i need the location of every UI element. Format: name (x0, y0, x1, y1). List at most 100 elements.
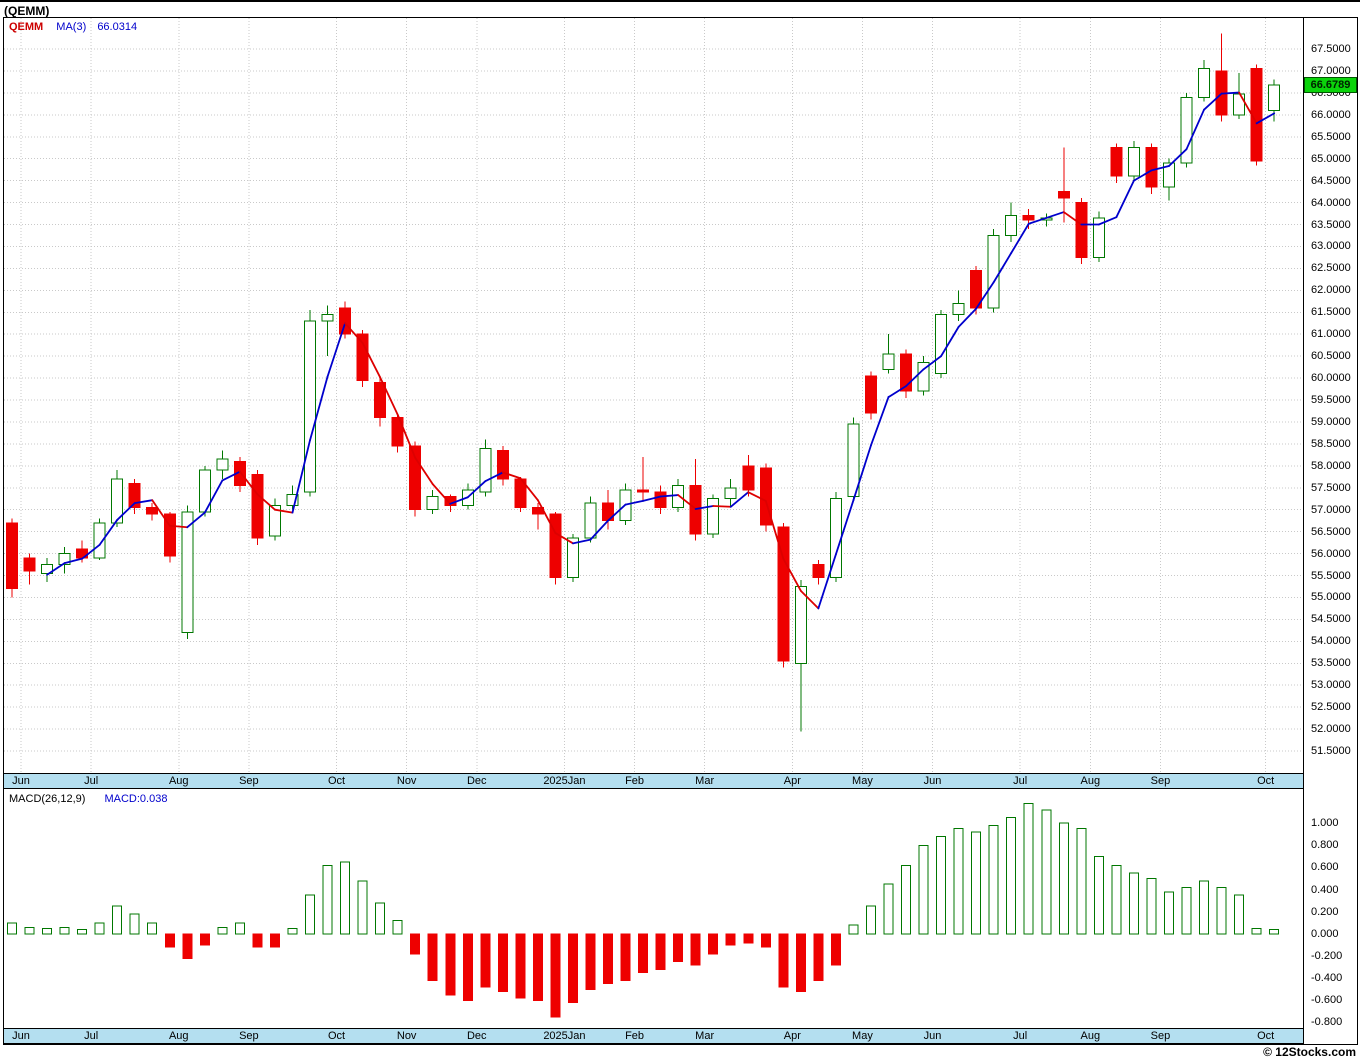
candle-down (6, 522, 18, 590)
price-tick-label: 58.5000 (1311, 437, 1351, 450)
macd-bar-negative (567, 933, 578, 1004)
macd-bar-negative (620, 933, 631, 981)
candle-down (374, 381, 387, 419)
candle-down (1057, 191, 1070, 199)
macd-bar-positive (59, 926, 70, 935)
macd-bar-positive (1216, 886, 1227, 935)
macd-bar-negative (690, 933, 701, 966)
candle-up (1092, 217, 1105, 258)
macd-bar-negative (182, 933, 193, 959)
price-tick-label: 67.5000 (1311, 43, 1351, 55)
macd-tick-label: 0.600 (1311, 861, 1339, 874)
candle-down (409, 445, 422, 511)
candle-down (1145, 147, 1158, 188)
chart-frame: QEMM MA(3) 66.0314 67.500067.000066.5000… (3, 17, 1358, 1045)
price-tick-label: 61.5000 (1311, 306, 1351, 319)
macd-bar-negative (743, 933, 754, 944)
price-tick-label: 52.5000 (1311, 701, 1351, 714)
ma-label: MA(3) (56, 21, 87, 33)
candle-up (882, 353, 895, 370)
macd-bar-positive (1076, 828, 1087, 935)
macd-tick-label: -0.800 (1311, 1016, 1343, 1029)
macd-indicator-name: MACD(26,12,9) (9, 793, 86, 805)
macd-bar-positive (94, 922, 105, 935)
macd-bar-negative (725, 933, 736, 946)
price-tick-label: 53.0000 (1311, 679, 1351, 692)
candle-down (812, 564, 825, 579)
candle-down (23, 557, 36, 572)
macd-bar-positive (918, 844, 929, 935)
month-label: Jul (1013, 1030, 1028, 1042)
candle-down (128, 482, 141, 508)
month-label: Jun (12, 1030, 30, 1042)
macd-bar-positive (357, 880, 368, 935)
candle-down (759, 467, 772, 526)
month-label: Oct (327, 1030, 346, 1042)
candle-down (549, 513, 562, 579)
macd-bar-negative (813, 933, 824, 981)
month-label: Jun (923, 775, 942, 787)
copyright: © 12Stocks.com (1263, 1045, 1356, 1058)
month-label: Aug (1080, 775, 1101, 787)
price-tick-label: 57.0000 (1311, 503, 1351, 516)
ticker-symbol: QEMM (9, 21, 44, 33)
month-label: Apr (783, 775, 801, 787)
month-label: Aug (168, 1030, 189, 1042)
price-axis: 67.500067.000066.500066.000065.500065.00… (1304, 18, 1357, 773)
price-tick-label: 54.0000 (1311, 635, 1351, 648)
month-label: Jun (923, 1030, 942, 1042)
candle-up (1233, 93, 1246, 116)
month-label: Dec (466, 1030, 487, 1042)
macd-bar-positive (322, 864, 333, 935)
month-label: Sep (1150, 1030, 1171, 1042)
macd-bar-negative (550, 933, 561, 1018)
macd-indicator-value: MACD:0.038 (104, 793, 168, 805)
candle-up (987, 234, 1000, 309)
macd-legend: MACD(26,12,9) MACD:0.038 (9, 793, 167, 805)
price-tick-label: 62.0000 (1311, 284, 1351, 297)
candle-down (637, 489, 650, 493)
price-chart (4, 18, 1303, 773)
macd-bar-positive (1163, 891, 1174, 935)
macd-bars (7, 802, 1280, 1018)
candle-up (1162, 162, 1175, 188)
macd-bar-negative (410, 933, 421, 955)
candle-up (724, 487, 737, 500)
month-label: Oct (1257, 1030, 1275, 1042)
month-axis-bottom: Jun Jul Aug Sep Oct Nov Dec 2025Jan Feb Mar Apr May… (4, 1028, 1304, 1044)
macd-bar-positive (1058, 822, 1069, 935)
month-label: Oct (1257, 775, 1275, 787)
candle-down (900, 353, 913, 392)
price-tick-label: 55.5000 (1311, 569, 1351, 582)
macd-tick-label: 0.800 (1311, 839, 1339, 852)
macd-bar-positive (1093, 855, 1104, 935)
macd-bar-positive (340, 861, 351, 935)
month-label: Sep (1150, 775, 1171, 787)
price-tick-label: 57.5000 (1311, 481, 1351, 494)
price-tick-label: 59.0000 (1311, 415, 1351, 428)
last-price-badge: 66.6789 (1304, 77, 1357, 94)
candle-up (58, 553, 71, 566)
price-tick-label: 61.0000 (1311, 328, 1351, 341)
candle-up (566, 537, 579, 579)
macd-bar-negative (655, 933, 666, 970)
month-label: Sep (239, 1030, 259, 1042)
macd-bar-negative (778, 933, 789, 988)
price-tick-label: 60.0000 (1311, 372, 1351, 385)
candle-down (1022, 215, 1035, 221)
month-label: 2025Jan (543, 775, 586, 787)
macd-tick-label: 0.200 (1311, 905, 1339, 918)
candle-down (777, 526, 790, 662)
macd-bar-negative (708, 933, 719, 955)
candle-up (1180, 96, 1193, 164)
price-tick-label: 63.0000 (1311, 240, 1351, 253)
candle-down (339, 307, 352, 335)
candle-down (864, 375, 877, 414)
price-tick-label: 63.5000 (1311, 218, 1351, 231)
candle-up (426, 496, 439, 511)
month-label: Mar (695, 1030, 715, 1042)
candle-down (496, 449, 509, 480)
month-label: 2025Jan (543, 1030, 586, 1042)
macd-bar-positive (953, 828, 964, 935)
